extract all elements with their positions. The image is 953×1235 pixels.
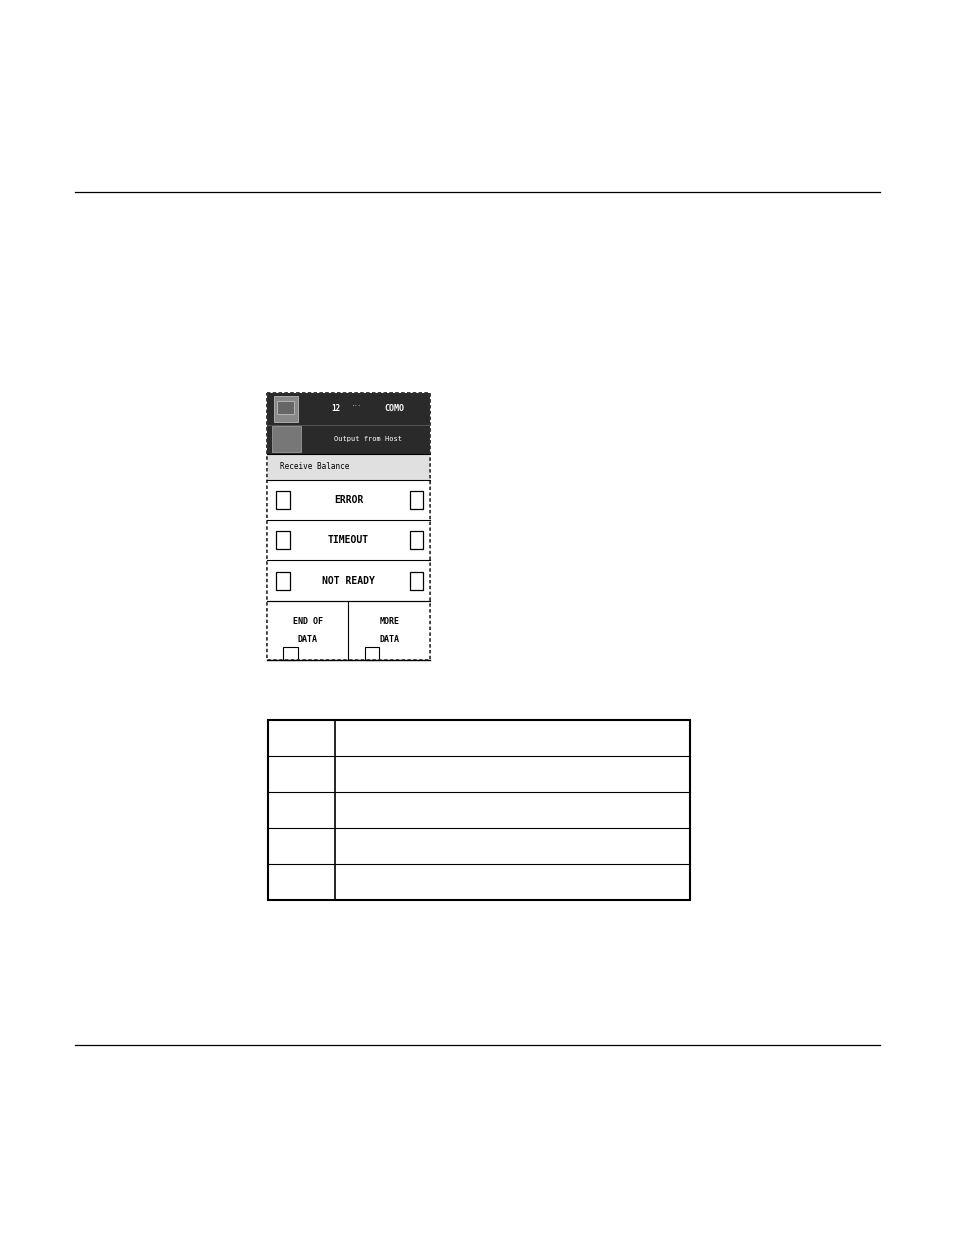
Bar bbox=[275, 490, 290, 509]
Text: TIMEOUT: TIMEOUT bbox=[328, 535, 369, 545]
Text: END OF: END OF bbox=[293, 618, 322, 626]
Bar bbox=[267, 393, 430, 425]
Text: DATA: DATA bbox=[379, 635, 399, 643]
Bar bbox=[267, 453, 430, 479]
Bar bbox=[409, 531, 423, 550]
Bar bbox=[283, 647, 297, 659]
Bar bbox=[277, 401, 294, 414]
Text: 12: 12 bbox=[331, 404, 339, 414]
Bar bbox=[267, 393, 430, 659]
Bar bbox=[267, 600, 348, 659]
Text: NOT READY: NOT READY bbox=[322, 576, 375, 585]
Bar bbox=[348, 600, 430, 659]
Text: ERROR: ERROR bbox=[334, 495, 363, 505]
Bar bbox=[267, 393, 430, 659]
Bar bbox=[268, 720, 689, 900]
Bar bbox=[272, 426, 301, 452]
Bar bbox=[267, 425, 430, 453]
Bar bbox=[275, 531, 290, 550]
Bar bbox=[267, 520, 430, 561]
Text: COMO: COMO bbox=[384, 404, 404, 414]
Text: Receive Balance: Receive Balance bbox=[280, 462, 349, 471]
Bar bbox=[409, 572, 423, 590]
Text: DATA: DATA bbox=[297, 635, 317, 643]
Text: MORE: MORE bbox=[379, 618, 399, 626]
Bar bbox=[267, 479, 430, 520]
Bar bbox=[409, 490, 423, 509]
Bar bbox=[267, 561, 430, 600]
Text: Output from Host: Output from Host bbox=[334, 436, 401, 442]
Text: ...: ... bbox=[352, 401, 361, 406]
Bar bbox=[274, 396, 297, 421]
Bar bbox=[275, 572, 290, 590]
Bar bbox=[364, 647, 378, 659]
